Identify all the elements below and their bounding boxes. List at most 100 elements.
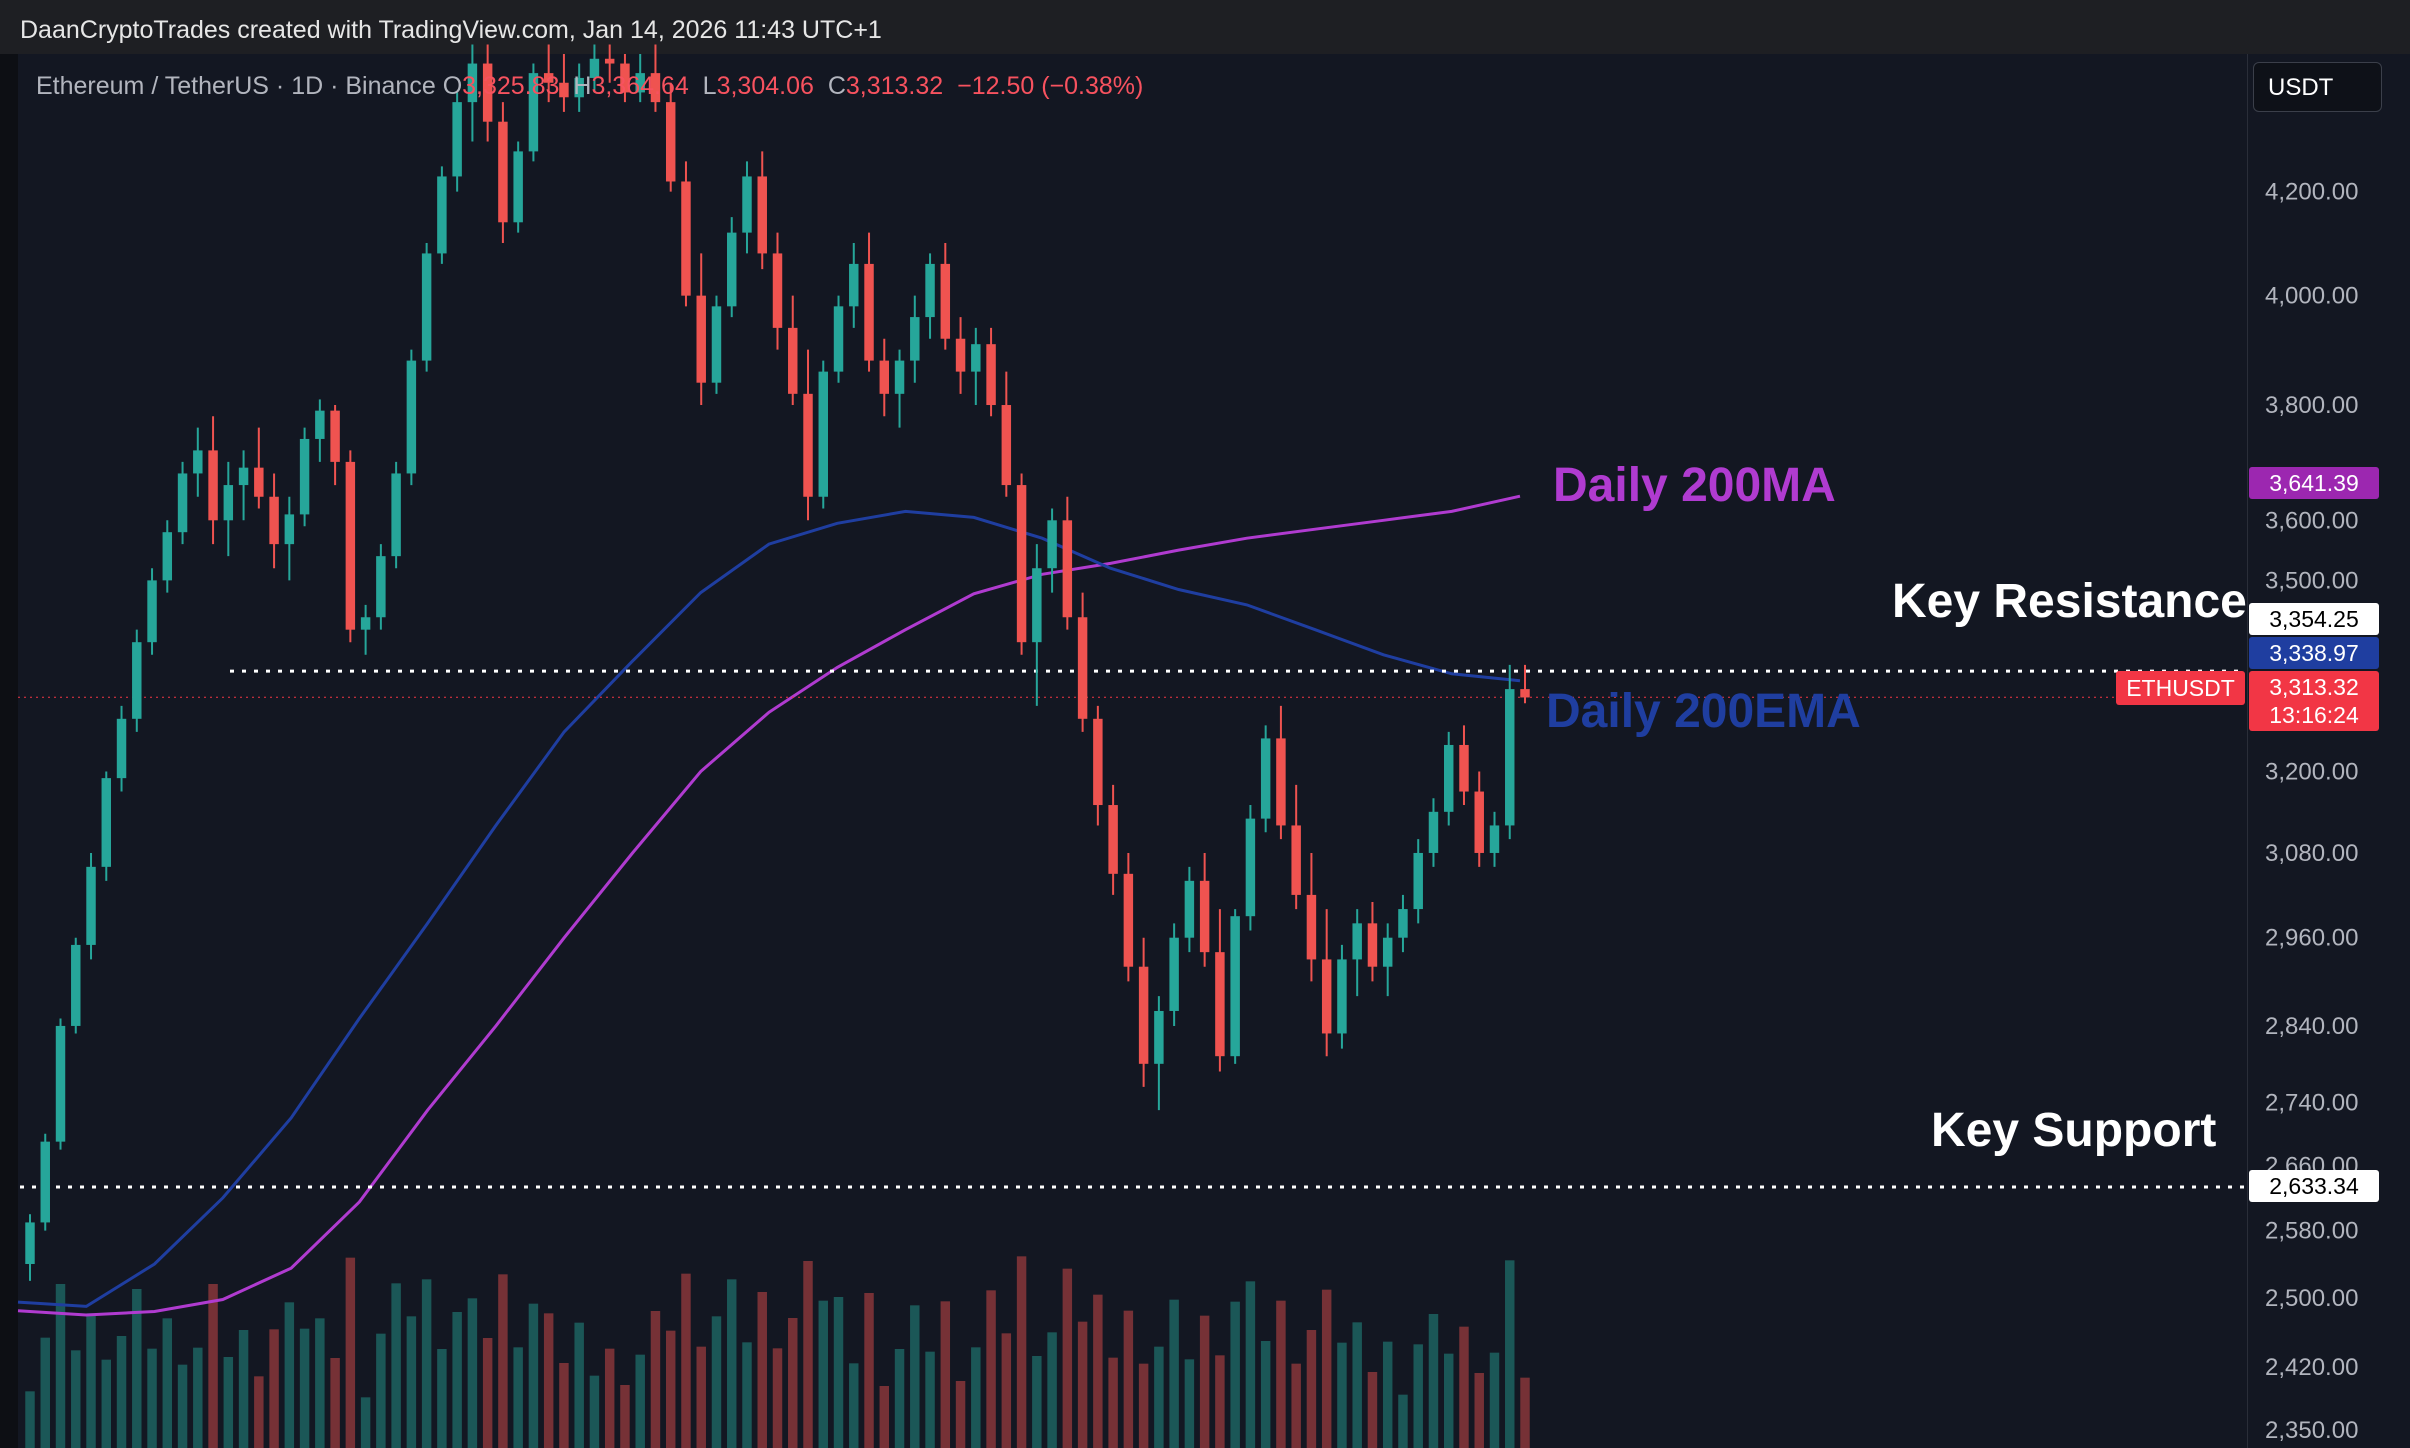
volume-bar <box>1398 1394 1408 1448</box>
ma-price-tag: 3,641.39 <box>2249 467 2379 499</box>
candle-body <box>940 263 951 339</box>
volume-bar <box>254 1376 264 1448</box>
volume-bar <box>193 1347 203 1448</box>
y-tick-label: 3,200.00 <box>2265 758 2358 785</box>
chart-pane[interactable] <box>18 54 2247 1448</box>
candle <box>421 242 432 372</box>
candle <box>162 520 173 593</box>
candles <box>25 44 1530 1281</box>
candle <box>254 427 264 509</box>
volume-bar <box>528 1303 539 1448</box>
volume-bar <box>1306 1330 1317 1448</box>
volume-bar <box>467 1298 478 1448</box>
volume-bar <box>1215 1355 1225 1448</box>
candle <box>864 232 874 372</box>
candle-body <box>467 63 478 103</box>
candle <box>330 405 340 486</box>
volume-bar <box>604 1348 615 1448</box>
volume-bar <box>55 1284 66 1448</box>
volume-bar <box>589 1375 600 1448</box>
candle-body <box>1184 880 1195 938</box>
candle-body <box>879 360 890 394</box>
candle <box>1032 544 1042 706</box>
volume-bar <box>849 1363 859 1448</box>
candle-body <box>25 1222 35 1264</box>
high-label: H <box>573 72 592 100</box>
candle-body <box>772 253 783 328</box>
candle-body <box>543 73 554 83</box>
symbol-label[interactable]: Ethereum / TetherUS · 1D · Binance <box>36 72 436 100</box>
volume-bar <box>391 1283 401 1448</box>
volume-bar <box>1032 1356 1042 1448</box>
candle <box>71 937 81 1034</box>
candle-body <box>1047 520 1057 569</box>
support-annotation: Key Support <box>1931 1104 2217 1157</box>
volume-bar <box>1230 1301 1240 1448</box>
candle <box>299 427 310 527</box>
candle-body <box>1245 818 1256 917</box>
volume-bar <box>223 1357 234 1448</box>
candle-body <box>1123 873 1134 967</box>
volume-bar <box>910 1305 920 1448</box>
candle <box>284 496 295 581</box>
candle <box>971 327 981 406</box>
ema-line <box>17 509 1521 1308</box>
candle <box>1245 805 1256 931</box>
candle-body <box>604 58 615 64</box>
candle <box>742 161 752 254</box>
volume-bar <box>116 1336 127 1448</box>
volume-bar <box>1291 1363 1301 1448</box>
currency-button[interactable]: USDT <box>2253 62 2382 112</box>
candle <box>1291 784 1301 910</box>
resistance-price-tag: 3,354.25 <box>2249 603 2379 635</box>
volume-bar <box>1245 1281 1256 1448</box>
volume-bar <box>1260 1341 1271 1448</box>
volume-bars <box>25 1256 1530 1448</box>
countdown-value: 13:16:24 <box>2269 702 2359 728</box>
attribution-bar: DaanCryptoTrades created with TradingVie… <box>0 0 2410 54</box>
volume-bar <box>1413 1344 1423 1448</box>
indicator-lines <box>17 494 1521 1317</box>
candle-body <box>55 1025 66 1142</box>
candle <box>772 232 783 350</box>
candle-body <box>1108 805 1118 874</box>
volume-bar <box>1474 1373 1484 1448</box>
candle-body <box>1321 959 1332 1034</box>
candle-body <box>559 82 569 98</box>
candle-body <box>1398 909 1408 938</box>
candle <box>345 450 356 643</box>
candle <box>315 399 325 462</box>
key-levels <box>18 669 2245 1189</box>
volume-bar <box>406 1316 417 1448</box>
y-tick-label: 4,000.00 <box>2265 283 2358 310</box>
volume-bar <box>299 1328 310 1448</box>
candle-body <box>223 485 234 521</box>
candle <box>1306 852 1317 982</box>
candle-body <box>299 438 310 515</box>
candle <box>1184 866 1195 953</box>
candle <box>208 416 218 545</box>
candle <box>604 44 615 83</box>
candle-body <box>421 253 432 361</box>
candle-body <box>208 450 218 521</box>
candle <box>1169 923 1179 1026</box>
volume-bar <box>1138 1363 1149 1448</box>
candle-body <box>696 295 706 383</box>
volume-bar <box>284 1302 295 1448</box>
volume-bar <box>1337 1342 1347 1448</box>
volume-bar <box>650 1311 661 1448</box>
y-tick-label: 2,960.00 <box>2265 925 2358 952</box>
price-axis[interactable] <box>2247 54 2410 1448</box>
candle-body <box>620 63 630 93</box>
candle <box>665 82 676 192</box>
volume-bar <box>177 1364 188 1448</box>
ema-price-tag: 3,338.97 <box>2249 637 2379 669</box>
candle-body <box>269 496 279 545</box>
candle <box>1398 894 1408 953</box>
volume-bar <box>955 1381 966 1448</box>
volume-bar <box>25 1391 35 1448</box>
y-tick-label: 3,080.00 <box>2265 840 2358 867</box>
candle-body <box>513 151 523 223</box>
volume-bar <box>1199 1315 1210 1448</box>
